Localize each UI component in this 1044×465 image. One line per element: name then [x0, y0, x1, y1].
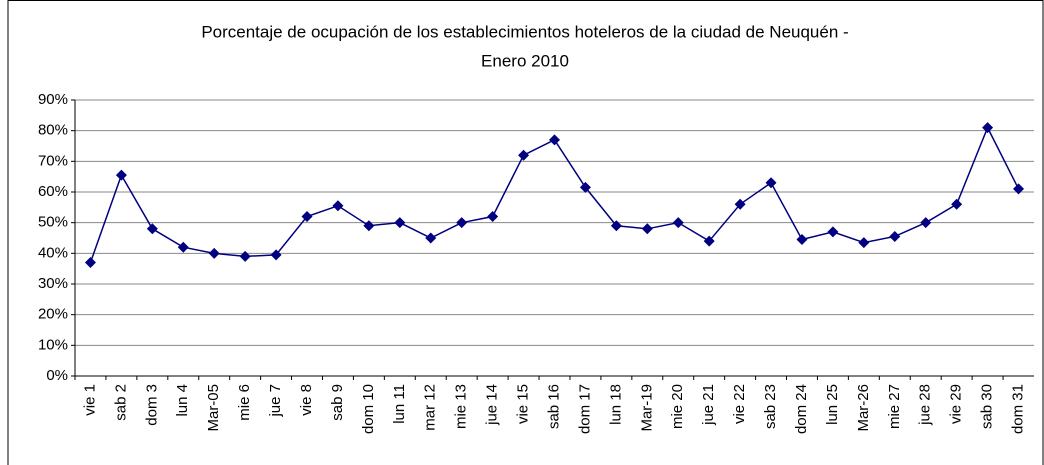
x-tick-label: sab 30 [979, 384, 996, 429]
x-tick-label: vie 8 [298, 384, 315, 416]
y-tick-label: 10% [38, 336, 68, 353]
marker [920, 217, 932, 229]
x-tick-label: jue 7 [267, 384, 284, 418]
x-tick-label: mar 12 [422, 384, 439, 431]
x-tick-label: lun 4 [174, 384, 191, 417]
marker [487, 211, 499, 223]
marker [363, 220, 375, 232]
x-tick-label: jue 14 [484, 384, 501, 426]
marker [827, 226, 839, 238]
marker [641, 223, 653, 235]
marker [208, 247, 220, 259]
x-tick-label: vie 15 [515, 384, 532, 424]
marker [796, 234, 808, 246]
y-tick-label: 40% [38, 244, 68, 261]
x-tick-label: sab 16 [545, 384, 562, 429]
y-tick-label: 80% [38, 122, 68, 139]
marker [332, 200, 344, 212]
y-tick-label: 30% [38, 275, 68, 292]
y-tick-label: 70% [38, 152, 68, 169]
x-tick-label: mie 27 [886, 384, 903, 429]
chart-border [7, 0, 1044, 465]
x-tick-label: vie 1 [81, 384, 98, 416]
x-tick-label: dom 17 [576, 384, 593, 434]
x-tick-label: vie 29 [948, 384, 965, 424]
x-tick-label: vie 22 [731, 384, 748, 424]
marker [982, 122, 994, 134]
x-tick-label: dom 24 [793, 384, 810, 434]
marker [672, 217, 684, 229]
marker [734, 198, 746, 210]
marker [425, 232, 437, 244]
x-tick-label: sab 2 [112, 384, 129, 421]
x-tick-label: mie 13 [453, 384, 470, 429]
x-tick-label: mie 6 [236, 384, 253, 421]
marker [177, 241, 189, 253]
x-tick-label: lun 11 [391, 384, 408, 424]
marker [518, 149, 530, 161]
marker [394, 217, 406, 229]
y-tick-label: 20% [38, 306, 68, 323]
marker [579, 181, 591, 193]
marker [765, 177, 777, 189]
x-tick-label: dom 31 [1010, 384, 1027, 434]
x-tick-label: lun 25 [824, 384, 841, 425]
x-tick-label: dom 3 [143, 384, 160, 426]
marker [456, 217, 468, 229]
marker [239, 250, 251, 262]
marker [610, 220, 622, 232]
x-tick-label: sab 9 [329, 384, 346, 421]
x-tick-label: Mar-19 [638, 384, 655, 432]
x-tick-label: lun 18 [607, 384, 624, 425]
marker [549, 134, 560, 146]
marker [951, 198, 963, 210]
y-tick-label: 60% [38, 183, 68, 200]
y-tick-label: 90% [38, 91, 68, 108]
marker [270, 249, 282, 261]
x-tick-label: jue 21 [700, 384, 717, 426]
marker [858, 237, 870, 249]
y-tick-label: 0% [46, 367, 68, 384]
marker [146, 223, 158, 235]
marker [84, 257, 96, 269]
x-tick-label: dom 10 [360, 384, 377, 434]
marker [703, 235, 715, 247]
marker [301, 211, 313, 223]
x-tick-label: jue 28 [917, 384, 934, 426]
y-tick-label: 50% [38, 214, 68, 231]
x-tick-label: Mar-26 [855, 384, 872, 432]
x-tick-label: mie 20 [669, 384, 686, 429]
marker [889, 230, 901, 242]
x-tick-label: Mar-05 [205, 384, 222, 432]
chart-subtitle: Enero 2010 [481, 51, 569, 70]
x-tick-label: sab 23 [762, 384, 779, 429]
marker [1013, 183, 1025, 195]
marker [115, 169, 127, 181]
chart-title: Porcentaje de ocupación de los estableci… [201, 22, 848, 41]
